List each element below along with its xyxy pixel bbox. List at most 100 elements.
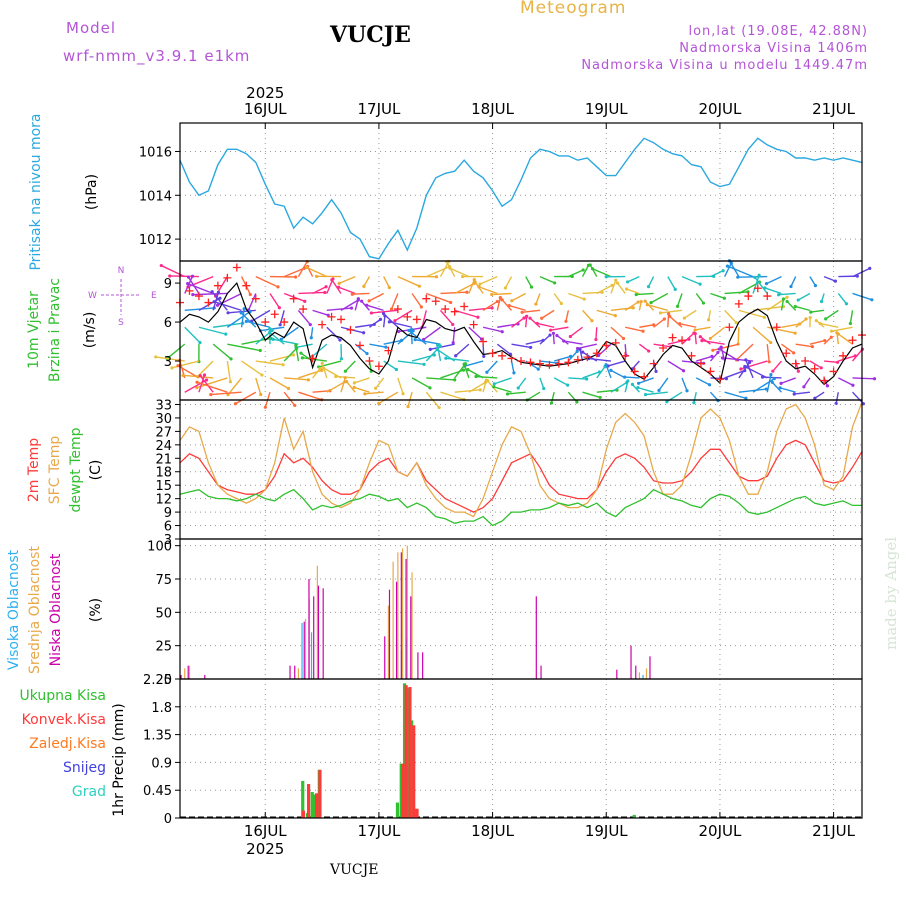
wind-arrow <box>355 323 375 328</box>
wind-arrow <box>735 343 754 361</box>
wind-arrow <box>627 275 640 283</box>
wind-arrow-head <box>590 267 595 271</box>
wind-arrow <box>522 309 541 313</box>
wind-arrow-head <box>796 369 800 373</box>
wind-arrow <box>779 387 796 393</box>
y-tick-label: 9 <box>164 277 172 292</box>
wind-arrow-head <box>337 281 341 285</box>
wind-arrow <box>494 377 512 385</box>
wind-arrow <box>780 298 785 311</box>
wind-arrow-head <box>581 350 585 354</box>
y-tick-label: 1.35 <box>143 729 172 744</box>
wind-arrow-head <box>549 328 553 332</box>
wind-arrow <box>781 343 795 354</box>
wind-arrow-head <box>318 366 322 371</box>
wind-arrow-head <box>334 374 338 379</box>
wind-arrow-head <box>320 361 324 365</box>
wind-arrow <box>241 360 263 376</box>
precip-bar <box>401 763 405 818</box>
wind-arrow-head <box>578 347 582 351</box>
wind-arrow <box>517 377 527 389</box>
wind-arrow <box>766 374 772 393</box>
precip-bar <box>410 720 414 818</box>
wind-arrow <box>525 339 544 345</box>
wind-arrow <box>838 355 856 362</box>
wind-arrow-head <box>710 354 714 358</box>
wind-arrow-head <box>564 319 568 323</box>
wind-arrow-head <box>588 263 592 267</box>
wind-arrow-head <box>711 348 715 352</box>
wind-arrow-head <box>326 313 330 317</box>
wind-arrow-head <box>345 380 349 384</box>
wind-arrow <box>491 292 512 296</box>
wind-axis-title-1: 10m Vjetar <box>26 291 42 369</box>
gust-marker <box>848 336 857 345</box>
wind-arrow-head <box>833 279 838 283</box>
wind-arrow <box>563 340 583 345</box>
wind-arrow <box>539 334 551 345</box>
wind-arrow <box>790 276 797 287</box>
wind-arrow <box>269 377 289 390</box>
wind-arrow-head <box>168 274 172 278</box>
wind-arrow-head <box>293 275 298 279</box>
wind-arrow-head <box>226 311 230 315</box>
wind-arrow-head <box>604 275 608 279</box>
wind-arrow-head <box>636 300 640 304</box>
compass-east: E <box>151 291 157 301</box>
wind-arrow-head <box>665 400 669 404</box>
wind-arrow <box>694 326 711 331</box>
wind-arrow-head <box>176 364 180 368</box>
wind-arrow-head <box>451 322 455 327</box>
wind-arrow <box>631 383 640 393</box>
precip-bar <box>301 810 305 818</box>
top-day-label: 17JUL <box>357 100 400 118</box>
wind-arrow <box>196 381 228 393</box>
wind-arrow <box>312 390 331 393</box>
wind-arrow-head <box>350 292 354 296</box>
wind-arrow <box>607 360 626 367</box>
wind-arrow-head <box>630 382 635 386</box>
wind-arrow-head <box>374 386 378 390</box>
wind-arrow-head <box>407 328 411 333</box>
wind-arrow <box>588 357 612 362</box>
wind-arrow-head <box>646 285 651 289</box>
wind-arrow-head <box>396 329 401 334</box>
wind-arrow-head <box>772 377 776 381</box>
wind-arrow-head <box>466 368 470 372</box>
wind-arrow-head <box>636 381 641 385</box>
wind-arrow <box>553 355 571 362</box>
gust-marker <box>450 307 459 316</box>
wind-arrow-head <box>615 281 620 285</box>
gust-marker <box>640 372 649 381</box>
y-tick-label: 100 <box>147 540 172 555</box>
y-tick-label: 25 <box>155 640 172 655</box>
wind-arrow-head <box>520 310 524 314</box>
wind-arrow <box>724 309 737 324</box>
wind-arrow-head <box>186 275 191 279</box>
wind-arrow-head <box>623 375 627 379</box>
wind-arrow-head <box>525 314 529 318</box>
wind-arrow <box>582 371 600 379</box>
wind-arrow <box>496 343 511 355</box>
wind-arrow-head <box>825 384 830 388</box>
wind-arrow-head <box>542 386 546 391</box>
wind-arrow-head <box>625 280 630 284</box>
wind-arrow <box>535 293 541 305</box>
wind-arrow <box>795 343 813 348</box>
y-tick-label: 0.45 <box>143 784 172 799</box>
wind-arrow <box>298 391 322 401</box>
wind-arrow-head <box>500 298 504 302</box>
wind-arrow-head <box>417 284 421 288</box>
bottom-day-label: 16JUL <box>244 822 287 840</box>
wind-arrow <box>182 374 214 379</box>
wind-arrow <box>354 386 370 393</box>
wind-arrow <box>196 377 228 389</box>
wind-arrow <box>762 376 782 379</box>
wind-arrow <box>810 309 825 313</box>
wind-arrow-head <box>339 357 343 361</box>
wind-arrow <box>581 265 590 277</box>
wind-arrow-head <box>461 274 465 279</box>
wind-arrow-head <box>562 339 566 343</box>
wind-arrow-head <box>819 366 823 370</box>
y-tick-label: 1.8 <box>151 701 172 716</box>
